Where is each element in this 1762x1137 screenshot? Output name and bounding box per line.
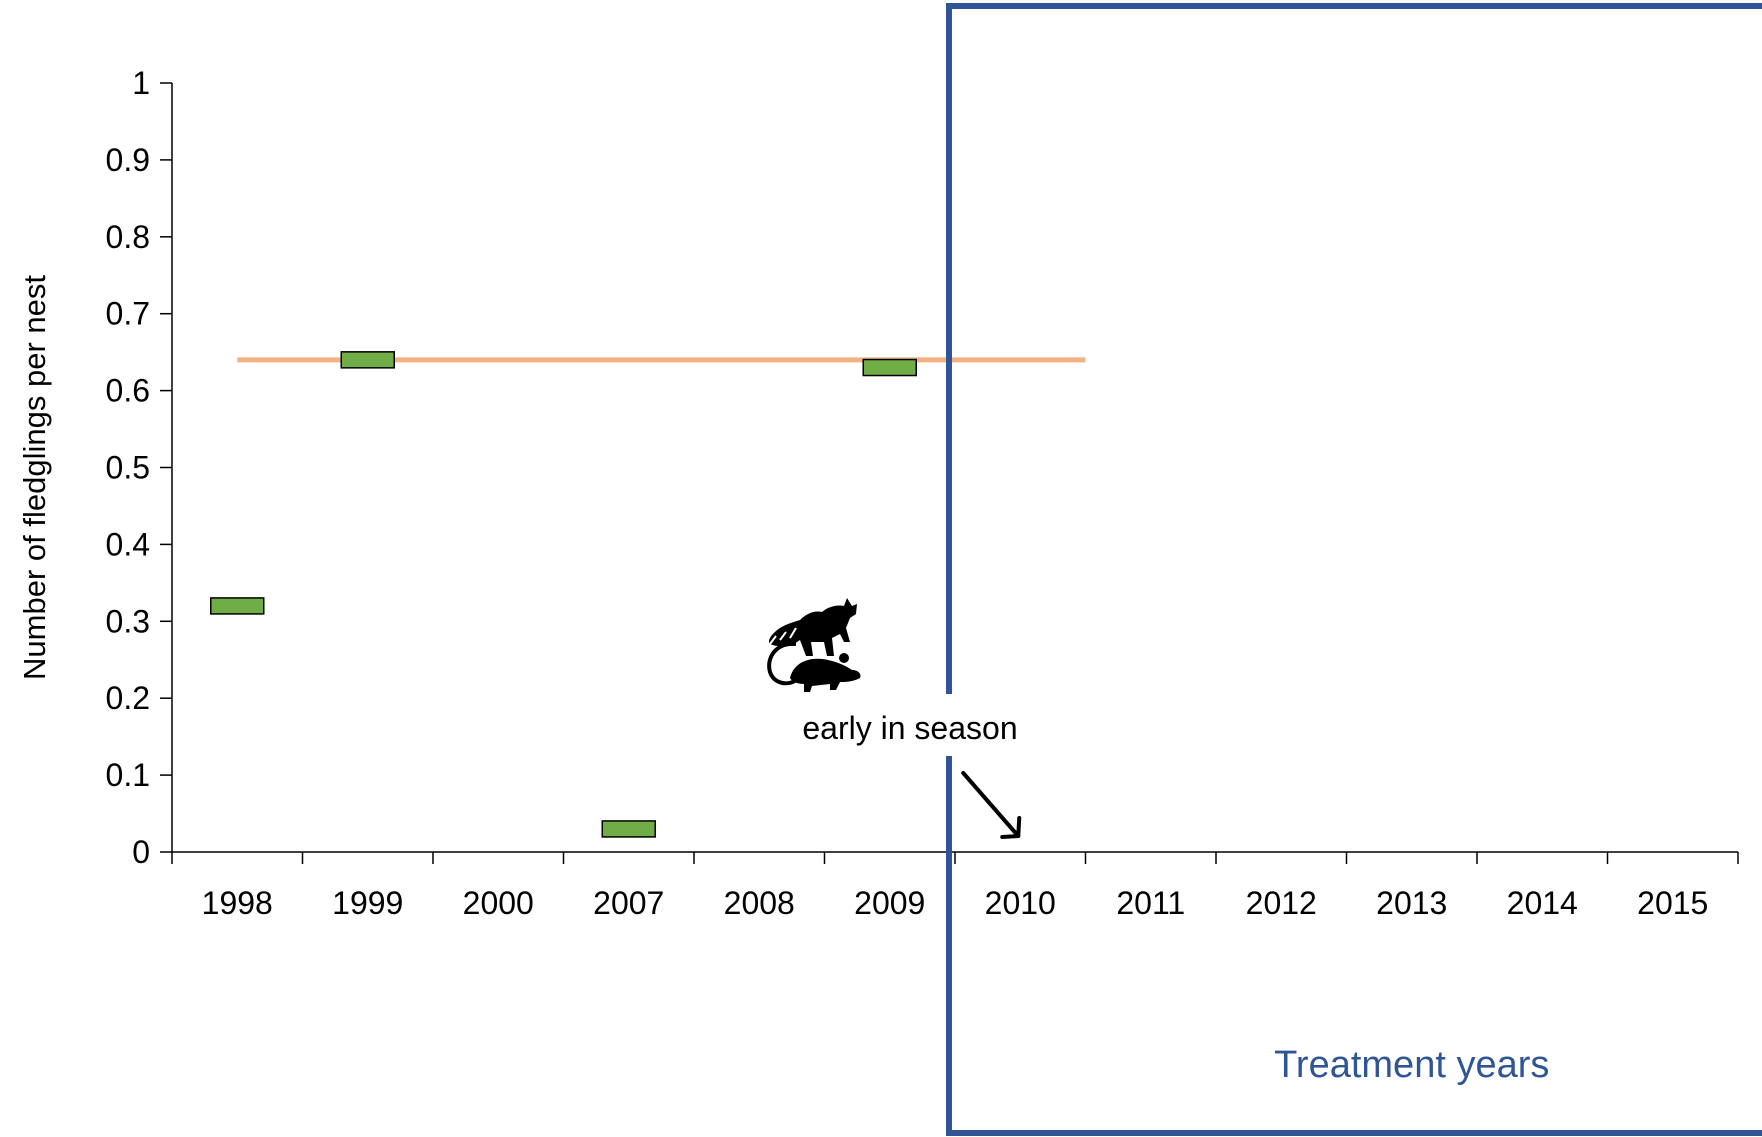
y-tick-label: 0 [132,834,150,870]
arrow-icon [961,771,1022,839]
y-tick-label: 0.4 [106,526,150,562]
x-tick-label: 2015 [1637,885,1708,921]
x-tick-label: 2013 [1376,885,1447,921]
y-axis-title: Number of fledglings per nest [17,275,52,680]
x-tick-label: 2014 [1507,885,1578,921]
annotation-background [776,694,1046,756]
x-tick-label: 2009 [854,885,925,921]
x-tick-label: 2012 [1246,885,1317,921]
raccoon-icon [768,598,857,656]
data-point [340,351,395,369]
y-tick-label: 0.3 [106,603,150,639]
y-tick-label: 0.5 [106,450,150,486]
treatment-years-label: Treatment years [1274,1044,1549,1086]
x-tick-label: 1998 [202,885,273,921]
x-tick-label: 2007 [593,885,664,921]
y-tick-label: 0.6 [106,373,150,409]
x-tick-label: 2011 [1116,885,1185,921]
x-tick-label: 2000 [463,885,534,921]
data-point [862,358,917,377]
y-tick-label: 0.9 [106,142,150,178]
data-point [601,820,656,838]
y-tick-label: 1 [132,65,150,101]
y-tick-label: 0.7 [106,296,150,332]
x-tick-label: 2008 [724,885,795,921]
treatment-years-box [946,3,1762,1136]
x-tick-label: 2010 [985,885,1056,921]
y-tick-label: 0.1 [106,757,150,793]
early-in-season-label: early in season [802,710,1017,746]
rat-icon [767,641,861,692]
y-tick-label: 0.2 [106,680,150,716]
y-tick-label: 0.8 [106,219,150,255]
x-tick-label: 1999 [332,885,403,921]
data-point [210,597,265,615]
